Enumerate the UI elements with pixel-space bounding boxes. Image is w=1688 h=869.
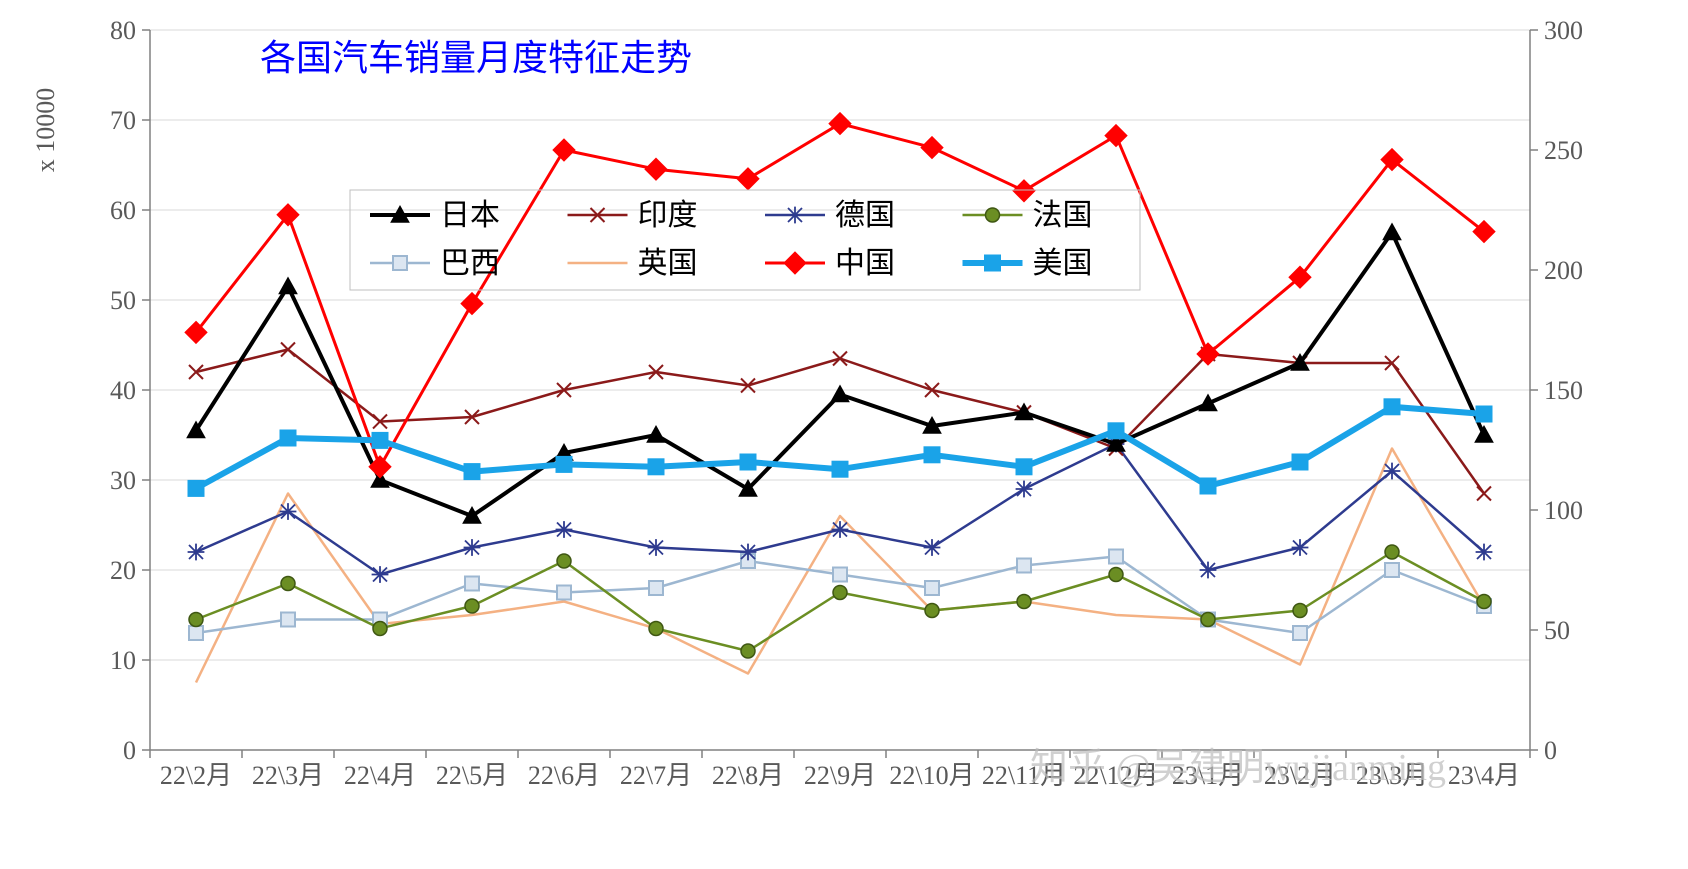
legend-label: 英国 [638, 247, 698, 280]
y-right-tick-label: 100 [1544, 496, 1583, 525]
chart-svg: 0 10 20 30 40 50 60 70 80 0 50 100 150 200 250 300 22\2月… [0, 0, 1688, 869]
y-left-tick-label: 30 [110, 466, 136, 495]
y-right-tick-label: 50 [1544, 616, 1570, 645]
y-left-tick-label: 80 [110, 16, 136, 45]
y-right-tick-label: 300 [1544, 16, 1583, 45]
legend-label: 美国 [1033, 247, 1093, 280]
x-tick-label: 22\4月 [344, 761, 416, 790]
y-right-tick-label: 200 [1544, 256, 1583, 285]
y-left-tick-label: 10 [110, 646, 136, 675]
y-left-tick-label: 70 [110, 106, 136, 135]
watermark: 知乎 @吴建明wujianming [1030, 747, 1446, 789]
y-left-tick-label: 60 [110, 196, 136, 225]
y-left-tick-label: 50 [110, 286, 136, 315]
x-tick-label: 22\6月 [528, 761, 600, 790]
legend-label: 德国 [835, 199, 895, 232]
x-tick-label: 23\4月 [1448, 761, 1520, 790]
y-right-tick-label: 250 [1544, 136, 1583, 165]
x-tick-label: 22\5月 [436, 761, 508, 790]
y-axis-label: x 10000 [31, 88, 60, 173]
y-right-tick-label: 150 [1544, 376, 1583, 405]
y-left-tick-label: 40 [110, 376, 136, 405]
series-france [189, 545, 1491, 658]
x-tick-label: 22\7月 [620, 761, 692, 790]
y-left-tick-label: 0 [123, 736, 136, 765]
legend-label: 印度 [638, 199, 698, 232]
series-line [196, 124, 1484, 467]
x-tick-label: 22\3月 [252, 761, 324, 790]
legend: 日本 印度 德国 法国巴西 英国 中国 美国 [350, 190, 1140, 290]
chart-container: 0 10 20 30 40 50 60 70 80 0 50 100 150 200 250 300 22\2月… [0, 0, 1688, 869]
y-left-tick-label: 20 [110, 556, 136, 585]
chart-title: 各国汽车销量月度特征走势 [260, 37, 692, 78]
legend-label: 中国 [835, 247, 895, 280]
x-tick-label: 22\8月 [712, 761, 784, 790]
x-tick-label: 22\2月 [160, 761, 232, 790]
legend-label: 巴西 [440, 247, 500, 280]
legend-label: 日本 [440, 199, 500, 232]
x-tick-label: 22\9月 [804, 761, 876, 790]
y-right-tick-label: 0 [1544, 736, 1557, 765]
legend-label: 法国 [1033, 199, 1093, 232]
x-tick-label: 22\10月 [889, 761, 974, 790]
